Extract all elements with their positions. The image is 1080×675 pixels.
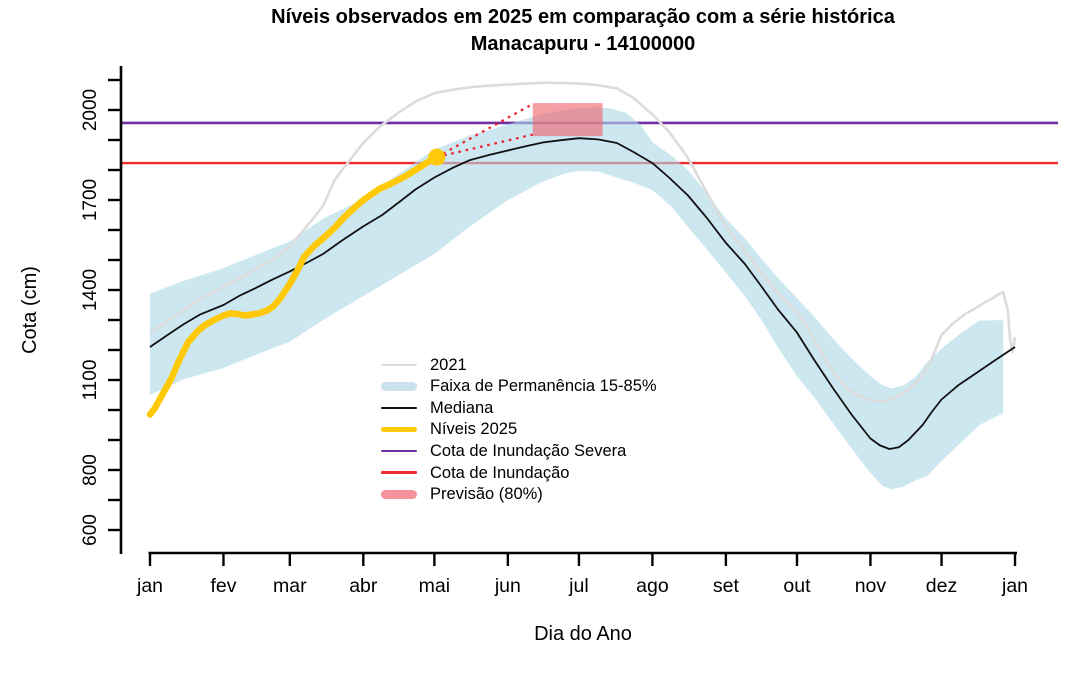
legend-label: Cota de Inundação (430, 463, 570, 482)
swatch-bar (381, 381, 417, 391)
y-tick-label: 1400 (80, 269, 101, 311)
last-observation-dot (428, 148, 446, 166)
legend-item-5: Cota de Inundação (381, 462, 657, 484)
legend-band-swatch (381, 489, 417, 499)
levels-2025-line (146, 153, 441, 418)
legend-label: Cota de Inundação Severa (430, 441, 627, 460)
x-tick-label-nov: nov (855, 575, 887, 597)
chart-title-line2: Manacapuru - 14100000 (471, 33, 696, 55)
legend-item-0: 2021 (381, 354, 657, 376)
y-tick-label: 800 (80, 454, 101, 486)
legend-label: Previsão (80%) (430, 485, 543, 504)
x-tick-label-abr: abr (349, 575, 378, 597)
y-tick-label: 1100 (80, 360, 101, 401)
x-tick-label-out: out (783, 575, 811, 597)
y-axis-title: Cota (cm) (19, 266, 41, 354)
swatch-bar (381, 471, 417, 475)
legend-line-swatch (381, 427, 417, 433)
swatch-bar (381, 407, 417, 409)
x-tick-label-jan: jan (136, 575, 163, 597)
swatch-bar (381, 489, 417, 499)
legend-item-1: Faixa de Permanência 15-85% (381, 376, 657, 398)
x-tick-label-mar: mar (273, 575, 307, 597)
legend-item-4: Cota de Inundação Severa (381, 440, 657, 462)
legend-line-swatch (381, 471, 417, 475)
legend-item-6: Previsão (80%) (381, 484, 657, 506)
y-tick-label: 600 (80, 514, 101, 546)
x-tick-label-mai: mai (419, 575, 450, 597)
forecast-connector-lines (436, 103, 534, 159)
chart-title-line1: Níveis observados em 2025 em comparação … (271, 6, 896, 28)
x-axis-title: Dia do Ano (534, 623, 632, 645)
x-tick-label-jun: jun (494, 575, 521, 597)
legend-label: 2021 (430, 355, 467, 374)
x-tick-label-dez: dez (926, 575, 957, 597)
legend-line-swatch (381, 407, 417, 409)
swatch-bar (381, 449, 417, 453)
y-tick-label: 1700 (80, 179, 101, 221)
legend-line-swatch (381, 363, 417, 367)
legend-item-3: Níveis 2025 (381, 419, 657, 441)
x-tick-label-set: set (713, 575, 740, 597)
y-tick-label: 2000 (80, 89, 101, 131)
forecast-80pct-box (532, 103, 603, 137)
legend-label: Faixa de Permanência 15-85% (430, 377, 657, 396)
x-tick-label-fev: fev (210, 575, 236, 597)
forecast-connector-lower (436, 133, 533, 159)
legend-label: Mediana (430, 398, 494, 417)
legend-band-swatch (381, 381, 417, 391)
legend: 2021 Faixa de Permanência 15-85% Mediana Ní… (381, 354, 657, 505)
swatch-bar (381, 427, 417, 433)
legend-line-swatch (381, 449, 417, 453)
x-tick-label-ago: ago (636, 575, 669, 597)
x-tick-label-jul: jul (568, 575, 589, 597)
x-axis: jan fev mar abr mai jun jul ago set out nov dez jan (136, 551, 1028, 597)
line-2021 (149, 81, 1017, 403)
legend-label: Níveis 2025 (430, 420, 518, 439)
y-axis: 600 800 1100 1400 1700 2000 (80, 66, 123, 554)
legend-item-2: Mediana (381, 397, 657, 419)
x-tick-label-jan: jan (1001, 575, 1028, 597)
swatch-bar (381, 363, 417, 367)
